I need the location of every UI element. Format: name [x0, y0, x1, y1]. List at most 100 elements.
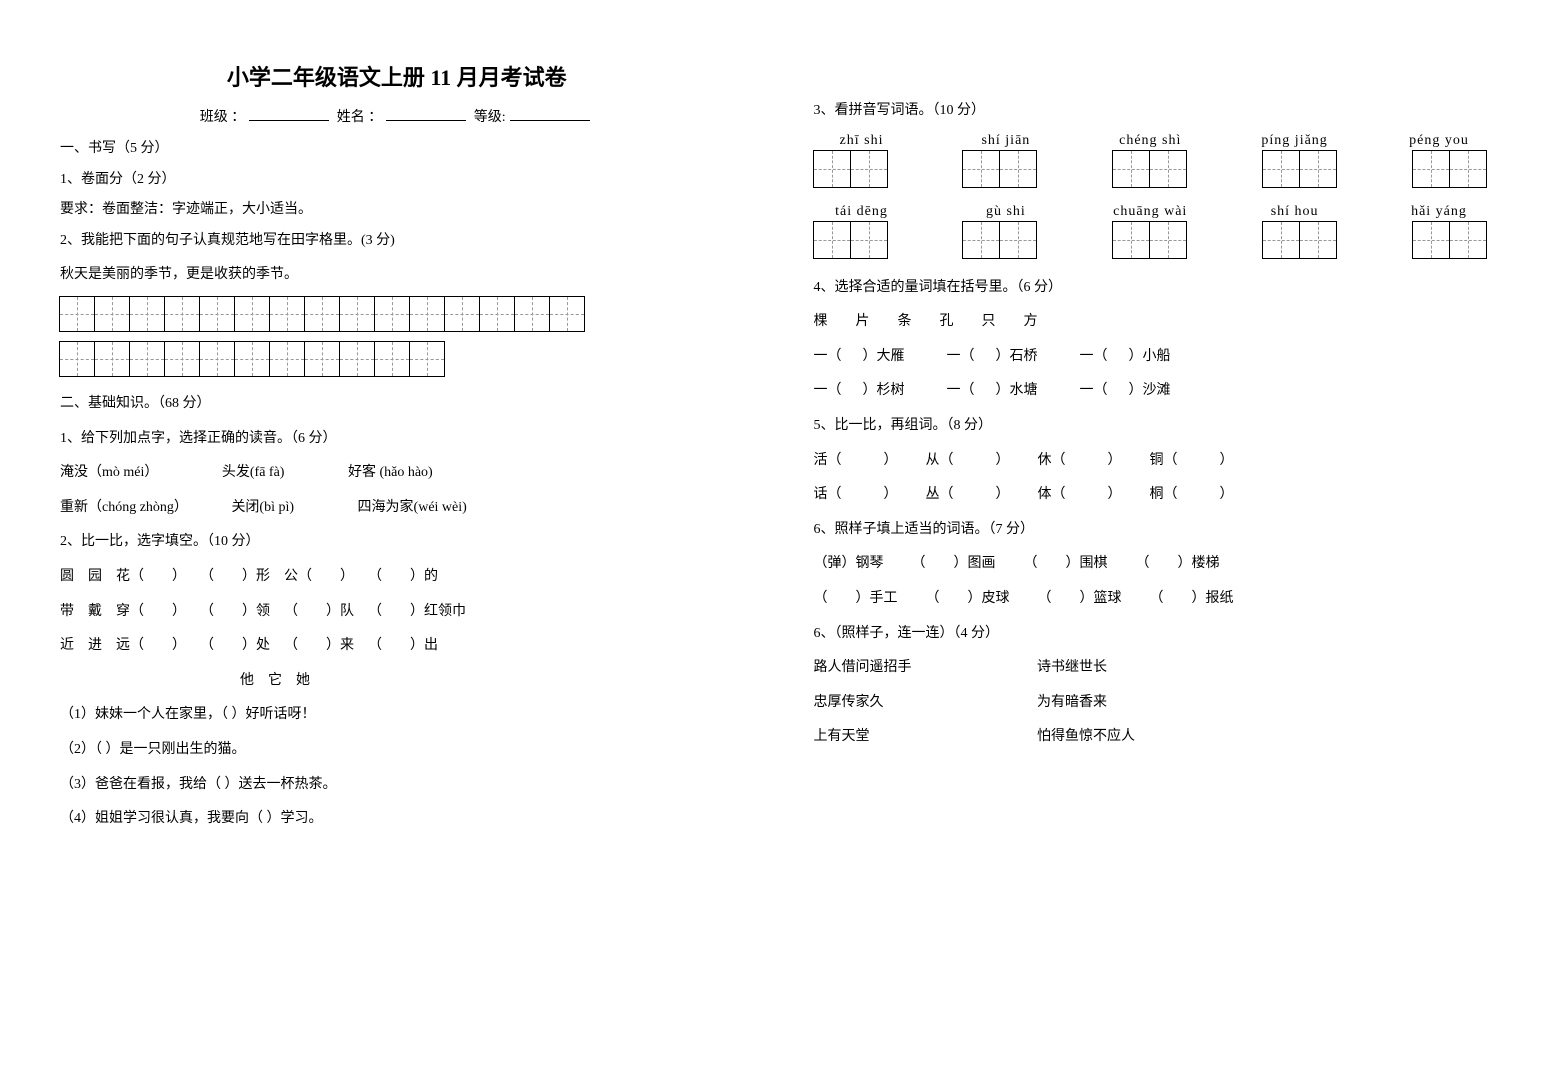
left-column: 小学二年级语文上册 11 月月考试卷 班级 ： 姓名 ： 等级: 一、书写（5 … — [0, 0, 774, 1092]
name-blank[interactable] — [386, 120, 466, 121]
q2-1-item: 好客 (hǎo hào) — [348, 465, 433, 480]
q2-1-item: 四海为家(wéi wèi) — [358, 500, 467, 515]
tianzige-cell[interactable] — [1112, 150, 1150, 188]
tianzige-cell[interactable] — [304, 296, 340, 332]
tianzige-cell[interactable] — [339, 341, 375, 377]
tianzige-cell[interactable] — [269, 296, 305, 332]
tianzige-cell[interactable] — [1112, 221, 1150, 259]
q2-4-row-1: 一（ ）杉树 一（ ）水塘 一（ ）沙滩 — [814, 378, 1488, 405]
pinyin-box-pair[interactable] — [814, 151, 888, 188]
pinyin-box-pair[interactable] — [814, 222, 888, 259]
tianzige-cell[interactable] — [514, 296, 550, 332]
q2-2-row-0: 圆 园 花（ ） （ ）形 公（ ） （ ）的 — [60, 564, 734, 591]
pinyin-box-pair[interactable] — [963, 151, 1037, 188]
pinyin-label: shí hou — [1247, 204, 1343, 220]
q2-1: 1、给下列加点字，选择正确的读音。（6 分） — [60, 426, 734, 453]
tianzige-cell[interactable] — [129, 296, 165, 332]
name-label: 姓名 ： — [337, 110, 383, 125]
pinyin-box-pair[interactable] — [1263, 151, 1337, 188]
pinyin-label: shí jiān — [958, 133, 1054, 149]
class-blank[interactable] — [249, 120, 329, 121]
tianzige-cell[interactable] — [1449, 221, 1487, 259]
pinyin-label: chuāng wài — [1102, 204, 1198, 220]
tianzige-cell[interactable] — [374, 296, 410, 332]
match-right: 怕得鱼惊不应人 — [1037, 729, 1135, 744]
tianzige-cell[interactable] — [199, 296, 235, 332]
tianzige-cell[interactable] — [129, 341, 165, 377]
tianzige-cell[interactable] — [1412, 150, 1450, 188]
tianzige-cell[interactable] — [850, 150, 888, 188]
tianzige-cell[interactable] — [59, 341, 95, 377]
tianzige-cell[interactable] — [164, 296, 200, 332]
tianzige-cell[interactable] — [409, 341, 445, 377]
right-column: 3、看拼音写词语。（10 分） zhī shishí jiānchéng shì… — [774, 0, 1547, 1092]
tianzige-cell[interactable] — [94, 296, 130, 332]
tianzige-cell[interactable] — [850, 221, 888, 259]
tianzige-row-1[interactable] — [60, 297, 734, 332]
section-2-head: 二、基础知识。（68 分） — [60, 391, 734, 418]
tianzige-cell[interactable] — [374, 341, 410, 377]
q1-1-detail: 要求：卷面整洁：字迹端正，大小适当。 — [60, 197, 734, 224]
q2-2-sub-1: （2）（ ）是一只刚出生的猫。 — [60, 737, 734, 764]
tianzige-cell[interactable] — [234, 341, 270, 377]
tianzige-cell[interactable] — [999, 150, 1037, 188]
pinyin-box-pair[interactable] — [1413, 222, 1487, 259]
tianzige-cell[interactable] — [1149, 150, 1187, 188]
tianzige-cell[interactable] — [1299, 221, 1337, 259]
q2-3: 3、看拼音写词语。（10 分） — [814, 98, 1488, 125]
q2-2-sub-head: 他 它 她 — [60, 668, 734, 695]
tianzige-cell[interactable] — [813, 150, 851, 188]
tianzige-cell[interactable] — [1412, 221, 1450, 259]
tianzige-cell[interactable] — [269, 341, 305, 377]
tianzige-cell[interactable] — [59, 296, 95, 332]
tianzige-cell[interactable] — [234, 296, 270, 332]
q2-2-row-2: 近 进 远（ ） （ ）处 （ ）来 （ ）出 — [60, 633, 734, 660]
q2-2: 2、比一比，选字填空。（10 分） — [60, 529, 734, 556]
pinyin-label: píng jiǎng — [1247, 133, 1343, 149]
tianzige-cell[interactable] — [199, 341, 235, 377]
tianzige-cell[interactable] — [444, 296, 480, 332]
tianzige-cell[interactable] — [962, 150, 1000, 188]
tianzige-cell[interactable] — [813, 221, 851, 259]
q2-1-row-b: 重新（chóng zhòng） 关闭(bì pì) 四海为家(wéi wèi) — [60, 495, 734, 522]
q2-6b: 6、（照样子，连一连）（4 分） — [814, 621, 1488, 648]
tianzige-cell[interactable] — [164, 341, 200, 377]
q2-6b-row-0: 路人借问遥招手 诗书继世长 — [814, 655, 1488, 682]
pinyin-boxes-row-2[interactable] — [814, 222, 1488, 259]
pinyin-boxes-row-1[interactable] — [814, 151, 1488, 188]
tianzige-cell[interactable] — [1449, 150, 1487, 188]
tianzige-cell[interactable] — [1149, 221, 1187, 259]
tianzige-cell[interactable] — [999, 221, 1037, 259]
pinyin-box-pair[interactable] — [963, 222, 1037, 259]
q2-5: 5、比一比，再组词。（8 分） — [814, 413, 1488, 440]
pinyin-row-2: tái dēnggù shichuāng wàishí houhǎi yáng — [814, 204, 1488, 220]
q2-1-item: 淹没（mò méi） — [60, 465, 158, 480]
tianzige-cell[interactable] — [409, 296, 445, 332]
tianzige-cell[interactable] — [94, 341, 130, 377]
tianzige-cell[interactable] — [304, 341, 340, 377]
q2-2-sub-0: （1）妹妹一个人在家里，（ ）好听话呀！ — [60, 702, 734, 729]
q2-1-item: 重新（chóng zhòng） — [60, 500, 188, 515]
pinyin-box-pair[interactable] — [1113, 222, 1187, 259]
class-label: 班级 ： — [200, 110, 246, 125]
tianzige-cell[interactable] — [479, 296, 515, 332]
tianzige-cell[interactable] — [1299, 150, 1337, 188]
tianzige-cell[interactable] — [962, 221, 1000, 259]
q2-4: 4、选择合适的量词填在括号里。（6 分） — [814, 275, 1488, 302]
pinyin-label: zhī shi — [814, 133, 910, 149]
tianzige-cell[interactable] — [1262, 150, 1300, 188]
tianzige-block — [60, 297, 734, 377]
q2-6: 6、照样子填上适当的词语。（7 分） — [814, 517, 1488, 544]
grade-blank[interactable] — [510, 120, 590, 121]
pinyin-box-pair[interactable] — [1113, 151, 1187, 188]
q2-2-sub-3: （4）姐姐学习很认真，我要向（ ）学习。 — [60, 806, 734, 833]
tianzige-cell[interactable] — [549, 296, 585, 332]
tianzige-row-2[interactable] — [60, 342, 734, 377]
tianzige-cell[interactable] — [1262, 221, 1300, 259]
pinyin-box-pair[interactable] — [1263, 222, 1337, 259]
q2-2-sub-2: （3）爸爸在看报，我给（ ）送去一杯热茶。 — [60, 772, 734, 799]
pinyin-box-pair[interactable] — [1413, 151, 1487, 188]
exam-title: 小学二年级语文上册 11 月月考试卷 — [60, 60, 734, 92]
tianzige-cell[interactable] — [339, 296, 375, 332]
pinyin-label: tái dēng — [814, 204, 910, 220]
